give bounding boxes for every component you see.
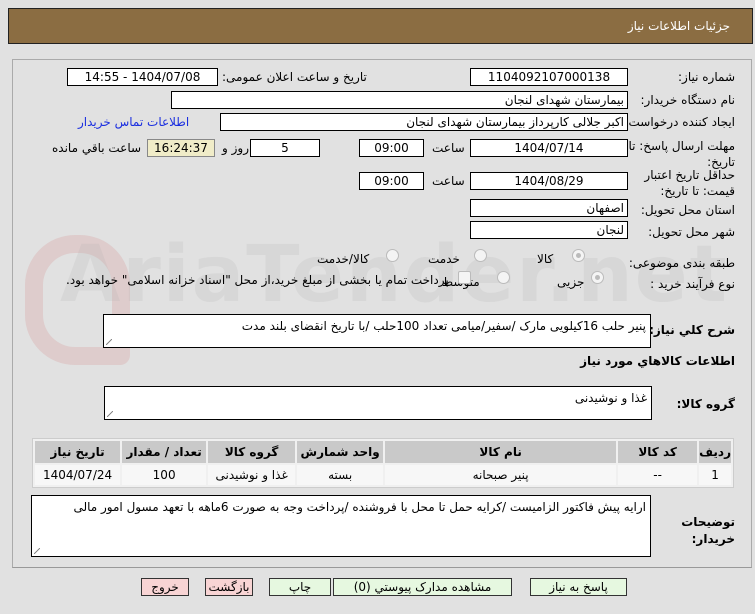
creator-field: اکبر جلالی کارپرداز بیمارستان شهدای لنجا… bbox=[220, 113, 628, 131]
notes-label: توضیحات خریدار: bbox=[681, 515, 735, 546]
cell-unit: بسته bbox=[297, 465, 384, 485]
category-option-goods-service: کالا/خدمت bbox=[317, 252, 370, 266]
buyer-field: بیمارستان شهدای لنجان bbox=[171, 91, 628, 109]
creator-label: ایجاد کننده درخواست: bbox=[624, 115, 735, 129]
exit-button[interactable]: خروج bbox=[141, 578, 189, 596]
deadline-date-field: 1404/07/14 bbox=[470, 139, 628, 157]
col-code: کد کالا bbox=[618, 441, 698, 463]
back-button[interactable]: بازگشت bbox=[205, 578, 253, 596]
need-number-label: شماره نیاز: bbox=[678, 70, 735, 84]
process-radio-medium[interactable] bbox=[497, 271, 510, 284]
group-textarea[interactable]: غذا و نوشیدنی bbox=[104, 386, 652, 420]
deadline-label: مهلت ارسال پاسخ: تا تاریخ: bbox=[628, 139, 735, 169]
validity-date-field: 1404/08/29 bbox=[470, 172, 628, 190]
page-header: جزئیات اطلاعات نیاز bbox=[8, 8, 753, 44]
reply-button[interactable]: پاسخ به نیاز bbox=[530, 578, 627, 596]
cell-row: 1 bbox=[699, 465, 731, 485]
treasury-payment-checkbox[interactable] bbox=[458, 271, 471, 284]
validity-time-label: ساعت bbox=[432, 174, 465, 188]
goods-table: ردیف کد کالا نام کالا واحد شمارش گروه کا… bbox=[32, 438, 734, 488]
need-number-field: 1104092107000138 bbox=[470, 68, 628, 86]
col-unit: واحد شمارش bbox=[297, 441, 384, 463]
category-label: طبقه بندی موضوعی: bbox=[628, 256, 735, 270]
province-label: استان محل تحویل: bbox=[640, 203, 735, 217]
table-row: 1 -- پنیر صبحانه بسته غذا و نوشیدنی 100 … bbox=[35, 465, 731, 485]
validity-time-field: 09:00 bbox=[359, 172, 424, 190]
col-name: نام کالا bbox=[385, 441, 617, 463]
category-option-service: خدمت bbox=[428, 252, 460, 266]
notes-textarea[interactable]: ارایه پیش فاکتور الزامیست /کرایه حمل تا … bbox=[31, 495, 651, 557]
province-field: اصفهان bbox=[470, 199, 628, 217]
description-label: شرح کلي نیاز: bbox=[649, 323, 735, 337]
process-label: نوع فرآیند خرید : bbox=[650, 277, 735, 291]
deadline-time-field: 09:00 bbox=[359, 139, 424, 157]
print-button[interactable]: چاپ bbox=[269, 578, 331, 596]
buyer-label: نام دستگاه خریدار: bbox=[640, 93, 736, 107]
contact-buyer-link[interactable]: اطلاعات تماس خریدار bbox=[78, 115, 190, 129]
city-field: لنجان bbox=[470, 221, 628, 239]
col-group: گروه کالا bbox=[208, 441, 296, 463]
days-field: 5 bbox=[250, 139, 320, 157]
city-label: شهر محل تحویل: bbox=[648, 225, 735, 239]
col-date: تاریخ نیاز bbox=[35, 441, 121, 463]
description-textarea[interactable]: پنیر حلب 16کیلویی مارک /سفیر/میامی تعداد… bbox=[103, 314, 651, 348]
remaining-time-field: 16:24:37 bbox=[147, 139, 215, 157]
page-title: جزئیات اطلاعات نیاز bbox=[627, 19, 730, 33]
category-radio-goods[interactable] bbox=[572, 249, 585, 262]
details-panel bbox=[12, 59, 752, 568]
col-qty: تعداد / مقدار bbox=[122, 441, 207, 463]
category-option-goods: کالا bbox=[537, 252, 554, 266]
category-radio-goods-service[interactable] bbox=[386, 249, 399, 262]
cell-date: 1404/07/24 bbox=[35, 465, 121, 485]
process-option-minor: جزیی bbox=[557, 275, 585, 289]
announce-field: 1404/07/08 - 14:55 bbox=[67, 68, 218, 86]
view-attachments-button[interactable]: مشاهده مدارک پیوستي (0) bbox=[333, 578, 512, 596]
remaining-label: ساعت باقي مانده bbox=[52, 141, 142, 155]
goods-heading: اطلاعات کالاهاي مورد نیاز bbox=[580, 354, 735, 368]
cell-qty: 100 bbox=[122, 465, 207, 485]
table-header-row: ردیف کد کالا نام کالا واحد شمارش گروه کا… bbox=[35, 441, 731, 463]
treasury-payment-note: پرداخت تمام یا بخشی از مبلغ خرید،از محل … bbox=[66, 273, 449, 287]
days-label: روز و bbox=[222, 141, 249, 155]
category-radio-service[interactable] bbox=[474, 249, 487, 262]
announce-label: تاریخ و ساعت اعلان عمومی: bbox=[222, 70, 367, 84]
cell-group: غذا و نوشیدنی bbox=[208, 465, 296, 485]
cell-code: -- bbox=[618, 465, 698, 485]
col-row: ردیف bbox=[699, 441, 731, 463]
group-label: گروه کالا: bbox=[676, 397, 735, 411]
process-radio-minor[interactable] bbox=[591, 271, 604, 284]
deadline-time-label: ساعت bbox=[432, 141, 465, 155]
cell-name: پنیر صبحانه bbox=[385, 465, 617, 485]
validity-label: حداقل تاریخ اعتبار قیمت: تا تاریخ: bbox=[644, 168, 735, 198]
